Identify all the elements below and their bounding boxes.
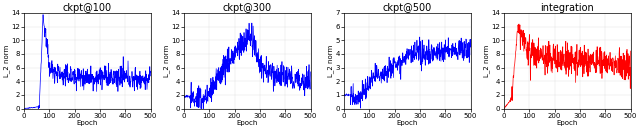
X-axis label: Epoch: Epoch — [77, 120, 98, 126]
Y-axis label: L_2 norm: L_2 norm — [483, 45, 490, 77]
Title: ckpt@500: ckpt@500 — [383, 3, 432, 13]
Title: ckpt@300: ckpt@300 — [223, 3, 272, 13]
Title: integration: integration — [540, 3, 594, 13]
Y-axis label: L_2 norm: L_2 norm — [327, 45, 334, 77]
Title: ckpt@100: ckpt@100 — [63, 3, 112, 13]
Y-axis label: L_2 norm: L_2 norm — [3, 45, 10, 77]
X-axis label: Epoch: Epoch — [237, 120, 258, 126]
Y-axis label: L_2 norm: L_2 norm — [163, 45, 170, 77]
X-axis label: Epoch: Epoch — [557, 120, 578, 126]
X-axis label: Epoch: Epoch — [397, 120, 418, 126]
